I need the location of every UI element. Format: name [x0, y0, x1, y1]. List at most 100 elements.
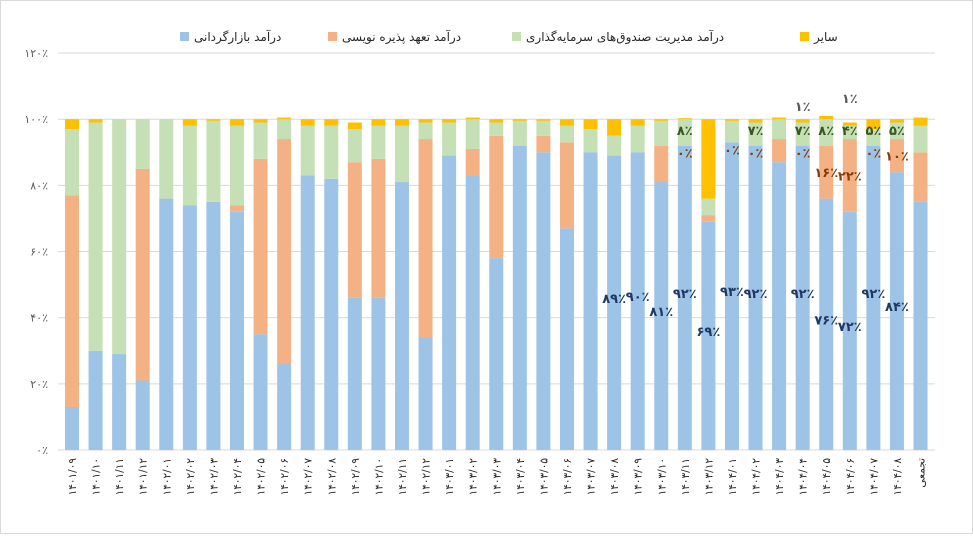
bar-segment-2 [913, 125, 928, 153]
bar-segment-2 [442, 122, 457, 156]
bar-segment-1 [559, 142, 574, 229]
bar-segment-0 [559, 228, 574, 450]
bar-segment-0 [489, 258, 504, 450]
y-tick-label: ۱۰۰٪ [24, 113, 48, 126]
legend-swatch [328, 32, 337, 41]
data-label: ۸۱٪ [649, 305, 673, 320]
data-label: ۷٪ [748, 124, 764, 139]
bar-segment-3 [583, 119, 598, 130]
y-tick-label: ۲۰٪ [30, 378, 48, 391]
data-label: ۹۲٪ [861, 287, 885, 302]
x-tick-label: ۱۴۰۴/۰۲ [751, 458, 763, 496]
bar-segment-2 [677, 119, 692, 146]
data-label: ۹۰٪ [626, 290, 650, 305]
bar-segment-2 [229, 125, 244, 206]
bar-segment-0 [913, 201, 928, 450]
bar-segment-0 [654, 182, 669, 450]
bar-segment-0 [65, 406, 79, 450]
bar-segment-2 [536, 120, 551, 136]
bar-segment-3 [418, 119, 433, 123]
bar-segment-2 [559, 125, 574, 143]
bar-segment-0 [583, 152, 598, 450]
bar-segment-0 [300, 175, 315, 450]
data-label: ۱۰٪ [885, 150, 909, 165]
bar-segment-2 [866, 129, 881, 146]
bar-segment-2 [300, 125, 315, 176]
bar-segment-0 [772, 162, 787, 451]
legend-swatch [800, 32, 809, 41]
bars [65, 115, 928, 451]
x-tick-label: ۱۴۰۴/۰۶ [845, 458, 857, 495]
bar-segment-3 [842, 122, 857, 126]
bar-segment-3 [748, 119, 763, 123]
x-tick-label: ۱۴۰۲/۰۸ [326, 458, 338, 496]
y-tick-label: ۴۰٪ [30, 312, 48, 325]
x-tick-label: ۱۴۰۲/۰۳ [208, 458, 220, 496]
bar-segment-3 [607, 119, 622, 136]
bar-segment-1 [229, 205, 244, 212]
x-tick-label: ۱۴۰۳/۰۲ [468, 458, 480, 496]
x-tick-label: ۱۴۰۳/۰۵ [538, 458, 550, 496]
data-label: ۱٪ [795, 100, 811, 115]
bar-segment-3 [536, 119, 551, 121]
x-tick-label: ۱۴۰۲/۰۹ [350, 458, 362, 496]
data-label: ۱۶٪ [814, 166, 838, 181]
bar-segment-3 [795, 119, 810, 123]
x-tick-label: تجمعی [916, 458, 928, 488]
data-label: ۰٪ [748, 147, 764, 162]
bar-segment-0 [418, 337, 433, 450]
bar-segment-2 [65, 129, 79, 196]
data-label: ۲۲٪ [838, 169, 862, 184]
bar-segment-0 [724, 142, 739, 450]
x-tick-label: ۱۴۰۳/۱۱ [680, 458, 692, 495]
x-tick-label: ۱۴۰۱/۰۹ [67, 458, 79, 496]
bar-segment-1 [418, 139, 433, 338]
bar-segment-2 [583, 129, 598, 153]
x-tick-label: ۱۴۰۴/۰۴ [798, 458, 810, 495]
data-label: ۹۲٪ [744, 287, 768, 302]
data-label: ۰٪ [795, 147, 811, 162]
x-tick-label: ۱۴۰۲/۰۷ [303, 458, 315, 496]
bar-segment-2 [842, 125, 857, 140]
data-label: ۸٪ [677, 124, 693, 139]
bar-segment-2 [277, 119, 292, 140]
bar-segment-1 [772, 139, 787, 163]
bar-segment-2 [324, 125, 339, 179]
bar-segment-1 [536, 135, 551, 153]
bar-segment-0 [253, 334, 268, 450]
legend-swatch [180, 32, 189, 41]
bar-segment-3 [206, 119, 221, 121]
bar-segment-3 [819, 115, 834, 120]
bar-segment-2 [135, 119, 150, 169]
data-label: ۴٪ [842, 124, 858, 139]
bar-segment-3 [889, 119, 904, 123]
bar-segment-1 [135, 168, 150, 381]
bar-segment-2 [206, 120, 221, 202]
y-tick-label: ۶۰٪ [30, 246, 48, 259]
bar-segment-3 [866, 119, 881, 130]
y-tick-label: ۰٪ [36, 444, 48, 457]
bar-segment-1 [347, 162, 362, 298]
legend-label: درآمد مدیریت صندوق‌های سرمایه‌گذاری [526, 29, 724, 45]
bar-segment-0 [159, 198, 174, 450]
bar-segment-0 [512, 145, 527, 450]
x-tick-label: ۱۴۰۳/۰۴ [515, 458, 527, 495]
x-tick-label: ۱۴۰۱/۱۰ [91, 458, 103, 495]
x-tick-label: ۱۴۰۳/۰۸ [609, 458, 621, 496]
bar-segment-0 [229, 211, 244, 450]
data-label: ۱٪ [842, 92, 858, 107]
bar-segment-1 [371, 158, 386, 298]
bar-segment-1 [889, 139, 904, 173]
bar-segment-0 [701, 221, 716, 450]
bar-segment-0 [536, 152, 551, 450]
legend-label: سایر [813, 30, 838, 45]
data-label: ۰٪ [677, 147, 693, 162]
x-tick-label: ۱۴۰۳/۱۰ [656, 458, 668, 495]
legend-label: درآمد تعهد پذیره نویسی [342, 29, 461, 45]
bar-segment-2 [465, 119, 480, 149]
bar-segment-0 [795, 145, 810, 450]
bar-segment-2 [489, 122, 504, 136]
bar-segment-0 [182, 205, 197, 450]
bar-segment-2 [724, 120, 739, 143]
x-tick-label: ۱۴۰۴/۰۷ [868, 458, 880, 496]
